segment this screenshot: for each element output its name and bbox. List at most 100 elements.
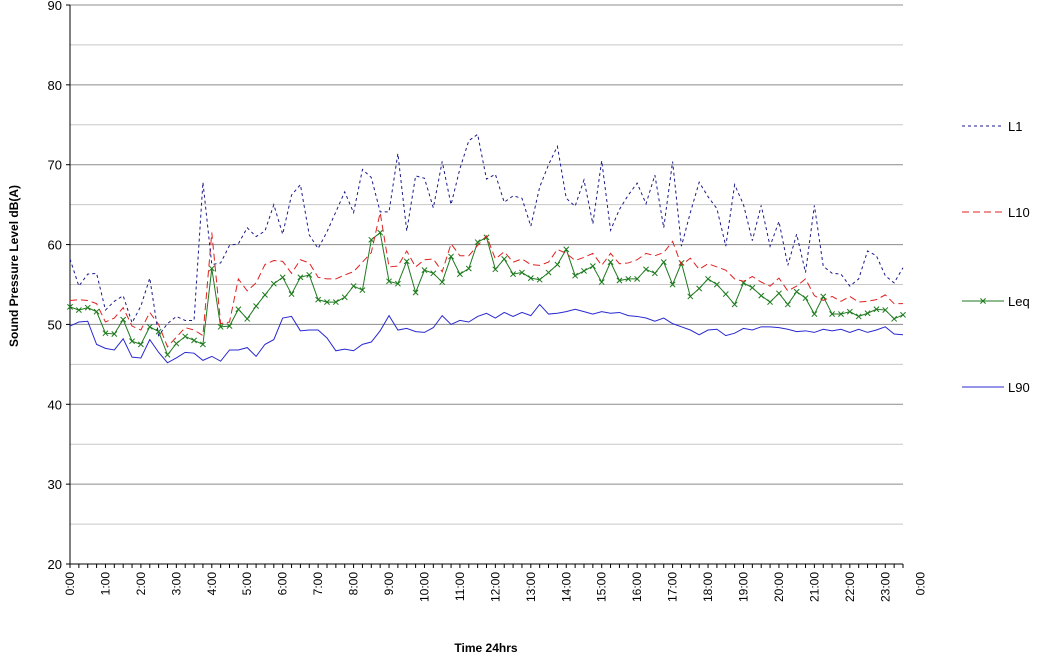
data-point-leq xyxy=(111,331,118,337)
data-point-leq xyxy=(84,304,91,311)
legend-label: Leq xyxy=(1008,294,1030,309)
data-point-leq xyxy=(660,259,667,266)
legend: L1 L10 Leq L90 xyxy=(962,119,1030,395)
data-point-leq xyxy=(846,308,853,315)
data-point-leq xyxy=(820,293,827,300)
data-point-leq xyxy=(93,308,100,315)
data-point-leq xyxy=(598,279,605,286)
data-point-leq xyxy=(882,307,889,314)
data-point-leq xyxy=(129,338,135,345)
data-point-leq xyxy=(403,258,410,265)
x-tick-label: 21:00 xyxy=(807,572,821,602)
x-tick-label: 3:00 xyxy=(169,572,183,596)
data-point-leq xyxy=(483,234,490,241)
data-point-leq xyxy=(120,316,127,323)
data-point-leq xyxy=(341,294,348,301)
data-point-leq xyxy=(465,265,472,272)
data-point-leq xyxy=(492,266,499,273)
x-tick-label: 18:00 xyxy=(701,572,715,602)
data-point-leq xyxy=(687,293,694,300)
x-axis-title: Time 24hrs xyxy=(454,641,517,655)
data-point-leq xyxy=(731,301,738,308)
legend-label: L10 xyxy=(1008,205,1030,220)
x-tick-label: 12:00 xyxy=(488,572,502,602)
data-point-leq xyxy=(669,281,676,288)
data-point-leq xyxy=(217,323,224,330)
data-point-leq xyxy=(829,311,836,318)
x-tick-label: 20:00 xyxy=(772,572,786,602)
data-point-leq xyxy=(262,291,268,298)
data-point-leq xyxy=(838,311,844,318)
x-tick-label: 11:00 xyxy=(453,572,467,601)
data-point-leq xyxy=(563,246,570,253)
x-tick-label: 1:00 xyxy=(98,572,112,596)
data-point-leq xyxy=(146,323,153,330)
data-point-leq xyxy=(749,284,756,291)
y-tick-label: 30 xyxy=(48,477,62,492)
data-point-leq xyxy=(412,289,419,296)
data-point-leq xyxy=(173,340,180,347)
data-point-leq xyxy=(581,267,587,274)
x-tick-label: 0:00 xyxy=(63,572,77,596)
data-point-leq xyxy=(536,276,543,283)
data-point-leq xyxy=(430,270,437,277)
legend-item-l1: L1 xyxy=(962,119,1022,134)
x-tick-label: 22:00 xyxy=(843,572,857,602)
data-point-leq xyxy=(421,267,428,274)
data-point-leq xyxy=(572,272,579,279)
data-point-leq xyxy=(448,253,455,260)
data-point-leq xyxy=(306,271,313,278)
data-point-leq xyxy=(589,263,596,270)
data-point-leq xyxy=(554,261,561,268)
data-point-leq xyxy=(607,259,614,266)
data-point-leq xyxy=(244,315,251,322)
x-tick-label: 9:00 xyxy=(382,572,396,596)
y-tick-label: 70 xyxy=(48,158,62,173)
x-tick-label: 0:00 xyxy=(914,572,928,596)
data-point-leq xyxy=(279,274,286,281)
data-point-leq xyxy=(199,341,206,348)
data-point-leq xyxy=(67,303,73,310)
data-point-leq xyxy=(253,303,260,310)
grid-lines xyxy=(70,4,903,525)
data-point-leq xyxy=(75,307,82,314)
series-line-l1 xyxy=(69,133,904,337)
data-point-leq xyxy=(350,283,357,290)
x-tick-label: 7:00 xyxy=(311,572,325,596)
x-tick-label: 17:00 xyxy=(666,572,680,602)
data-point-leq xyxy=(616,277,623,284)
y-axis-title: Sound Pressure Level dB(A) xyxy=(7,185,21,347)
x-tick-label: 15:00 xyxy=(595,572,609,602)
data-point-leq xyxy=(527,275,534,282)
x-tick-label: 16:00 xyxy=(630,572,644,602)
data-point-leq xyxy=(226,323,233,329)
data-point-leq xyxy=(164,351,171,358)
series-lines xyxy=(67,133,906,364)
data-point-leq xyxy=(155,328,162,335)
data-point-leq xyxy=(545,269,552,276)
data-point-leq xyxy=(324,299,330,306)
data-point-leq xyxy=(643,266,649,273)
data-point-leq xyxy=(873,306,880,313)
data-point-leq xyxy=(634,275,641,282)
data-point-leq xyxy=(377,229,384,236)
data-point-leq xyxy=(651,270,658,277)
y-tick-label: 80 xyxy=(48,78,62,93)
data-point-leq xyxy=(625,275,632,282)
y-tick-label: 40 xyxy=(48,397,62,412)
data-point-leq xyxy=(208,265,215,272)
data-point-leq xyxy=(332,299,339,306)
legend-label: L90 xyxy=(1008,380,1030,395)
data-point-leq xyxy=(900,311,906,318)
x-tick-labels: 0:00 1:00 2:00 3:00 4:00 5:00 6:00 7:00 8:00 9:00… xyxy=(63,564,928,602)
data-point-leq xyxy=(359,287,366,294)
x-tick-label: 14:00 xyxy=(559,572,573,602)
y-tick-label: 60 xyxy=(48,238,62,253)
series-line-l10 xyxy=(69,212,903,348)
y-tick-label: 50 xyxy=(48,317,62,332)
y-tick-label: 20 xyxy=(48,557,62,572)
data-point-leq xyxy=(270,280,277,287)
series-line-l90 xyxy=(69,303,904,364)
data-point-leq xyxy=(235,306,242,313)
